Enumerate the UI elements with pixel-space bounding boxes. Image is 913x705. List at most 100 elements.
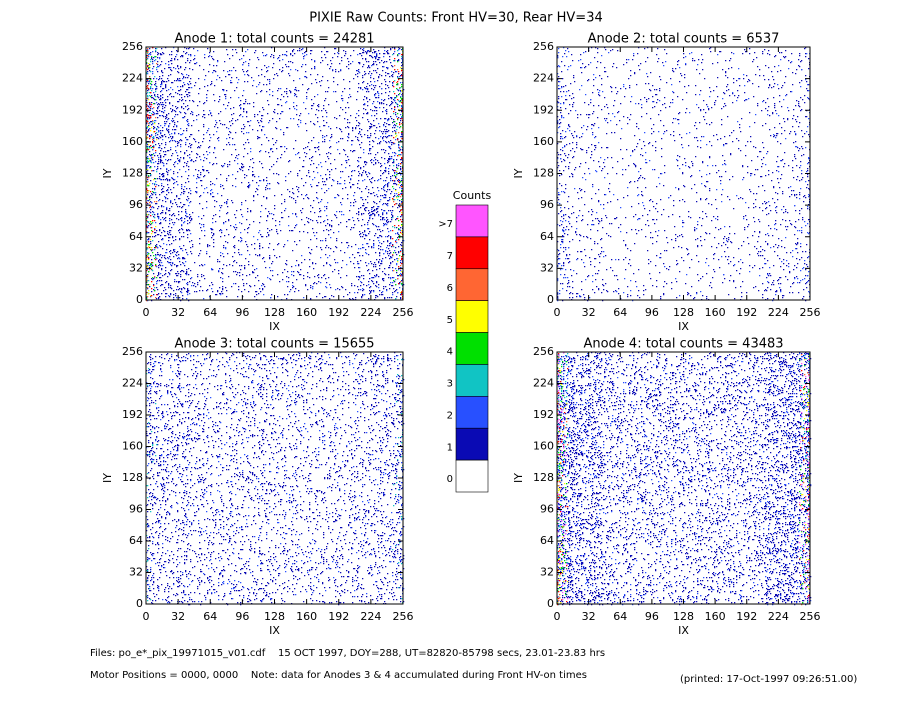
y-tick-label: 192: [122, 408, 143, 421]
x-axis-label: IX: [678, 624, 689, 637]
x-tick-label: 128: [264, 610, 285, 623]
plot-frame: [556, 46, 811, 301]
count-texture: [557, 47, 811, 302]
colorbar-swatch: [455, 427, 489, 461]
count-texture: [146, 352, 405, 606]
x-tick-label: 128: [264, 306, 285, 319]
y-axis-label: IY: [512, 168, 525, 178]
x-tick-label: 160: [705, 610, 726, 623]
count-texture: [557, 352, 812, 606]
count-texture: [557, 47, 811, 302]
y-tick-label: 160: [533, 440, 554, 453]
x-tick-label: 32: [582, 306, 596, 319]
y-tick-label: 64: [129, 230, 143, 243]
colorbar-label: 3: [447, 379, 453, 390]
x-tick-label: 0: [143, 610, 150, 623]
y-tick-label: 128: [533, 471, 554, 484]
x-tick-label: 64: [203, 306, 217, 319]
colorbar-label: >7: [438, 219, 453, 230]
x-tick-label: 256: [393, 610, 414, 623]
footer-files: Files: po_e*_pix_19971015_v01.cdf 15 OCT…: [90, 648, 605, 659]
x-tick-label: 0: [554, 610, 561, 623]
y-tick-label: 96: [540, 198, 554, 211]
x-tick-label: 96: [235, 306, 249, 319]
x-tick-label: 128: [673, 306, 694, 319]
x-tick-label: 192: [736, 306, 757, 319]
x-tick-label: 224: [360, 306, 381, 319]
x-tick-label: 0: [143, 306, 150, 319]
colorbar-label: 2: [447, 410, 453, 421]
colorbar-label: 7: [447, 251, 453, 262]
colorbar-swatch: [455, 332, 489, 365]
y-tick-label: 96: [540, 503, 554, 516]
panel-title: Anode 2: total counts = 6537: [588, 32, 780, 47]
colorbar-label: 0: [447, 474, 453, 485]
y-tick-label: 96: [129, 503, 143, 516]
colorbar-swatch: [455, 364, 489, 397]
y-tick-label: 64: [540, 534, 554, 547]
y-tick-label: 32: [129, 261, 143, 274]
x-axis-label: IX: [269, 624, 280, 637]
y-tick-label: 224: [533, 377, 554, 390]
x-axis-label: IX: [678, 320, 689, 333]
y-tick-label: 0: [136, 597, 143, 610]
colorbar-swatch: [455, 396, 489, 429]
y-tick-label: 32: [129, 566, 143, 579]
x-tick-label: 224: [360, 610, 381, 623]
y-tick-label: 192: [122, 103, 143, 116]
y-axis-label: IY: [101, 168, 114, 178]
y-tick-label: 192: [533, 408, 554, 421]
count-texture: [146, 48, 404, 300]
x-tick-label: 0: [554, 306, 561, 319]
x-tick-label: 256: [393, 306, 414, 319]
x-tick-label: 192: [736, 610, 757, 623]
colorbar-label: 5: [447, 315, 453, 326]
y-tick-label: 256: [533, 40, 554, 53]
x-tick-label: 224: [768, 306, 789, 319]
y-tick-label: 0: [136, 293, 143, 306]
x-tick-label: 32: [582, 610, 596, 623]
y-tick-label: 32: [540, 566, 554, 579]
panel-title: Anode 3: total counts = 15655: [174, 337, 374, 352]
x-tick-label: 256: [800, 610, 821, 623]
y-tick-label: 128: [533, 167, 554, 180]
panel-title: Anode 1: total counts = 24281: [174, 32, 374, 47]
count-texture: [146, 47, 405, 302]
colorbar-swatch: [455, 236, 489, 270]
y-tick-label: 256: [122, 40, 143, 53]
colorbar-label: 1: [447, 442, 453, 453]
x-tick-label: 96: [645, 610, 659, 623]
x-tick-label: 64: [613, 306, 627, 319]
footer-motor: Motor Positions = 0000, 0000 Note: data …: [90, 670, 587, 681]
x-tick-label: 96: [235, 610, 249, 623]
x-tick-label: 64: [613, 610, 627, 623]
y-axis-label: IY: [101, 473, 114, 483]
y-tick-label: 32: [540, 261, 554, 274]
y-tick-label: 64: [540, 230, 554, 243]
x-tick-label: 192: [328, 610, 349, 623]
y-tick-label: 160: [122, 135, 143, 148]
x-tick-label: 256: [800, 306, 821, 319]
y-tick-label: 0: [547, 293, 554, 306]
colorbar-swatch: [455, 204, 489, 238]
x-tick-label: 64: [203, 610, 217, 623]
x-tick-label: 160: [296, 610, 317, 623]
x-tick-label: 32: [171, 306, 185, 319]
y-tick-label: 256: [533, 345, 554, 358]
page-title: PIXIE Raw Counts: Front HV=30, Rear HV=3…: [309, 11, 603, 26]
footer-printed: (printed: 17-Oct-1997 09:26:51.00): [680, 674, 857, 685]
y-tick-label: 128: [122, 471, 143, 484]
count-texture: [146, 48, 404, 302]
y-axis-label: IY: [512, 473, 525, 483]
panel-title: Anode 4: total counts = 43483: [583, 337, 783, 352]
y-tick-label: 160: [122, 440, 143, 453]
x-axis-label: IX: [269, 320, 280, 333]
y-tick-label: 96: [129, 198, 143, 211]
y-tick-label: 0: [547, 597, 554, 610]
y-tick-label: 192: [533, 103, 554, 116]
count-texture: [146, 359, 404, 604]
colorbar-swatch: [455, 268, 489, 301]
x-tick-label: 192: [328, 306, 349, 319]
count-texture: [557, 353, 812, 606]
x-tick-label: 160: [705, 306, 726, 319]
